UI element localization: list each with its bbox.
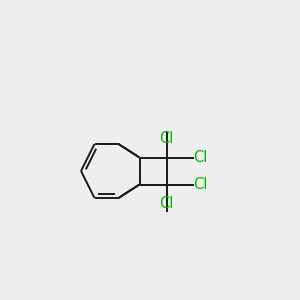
Text: Cl: Cl (194, 177, 208, 192)
Text: Cl: Cl (194, 150, 208, 165)
Text: Cl: Cl (159, 196, 174, 211)
Text: Cl: Cl (159, 130, 174, 146)
